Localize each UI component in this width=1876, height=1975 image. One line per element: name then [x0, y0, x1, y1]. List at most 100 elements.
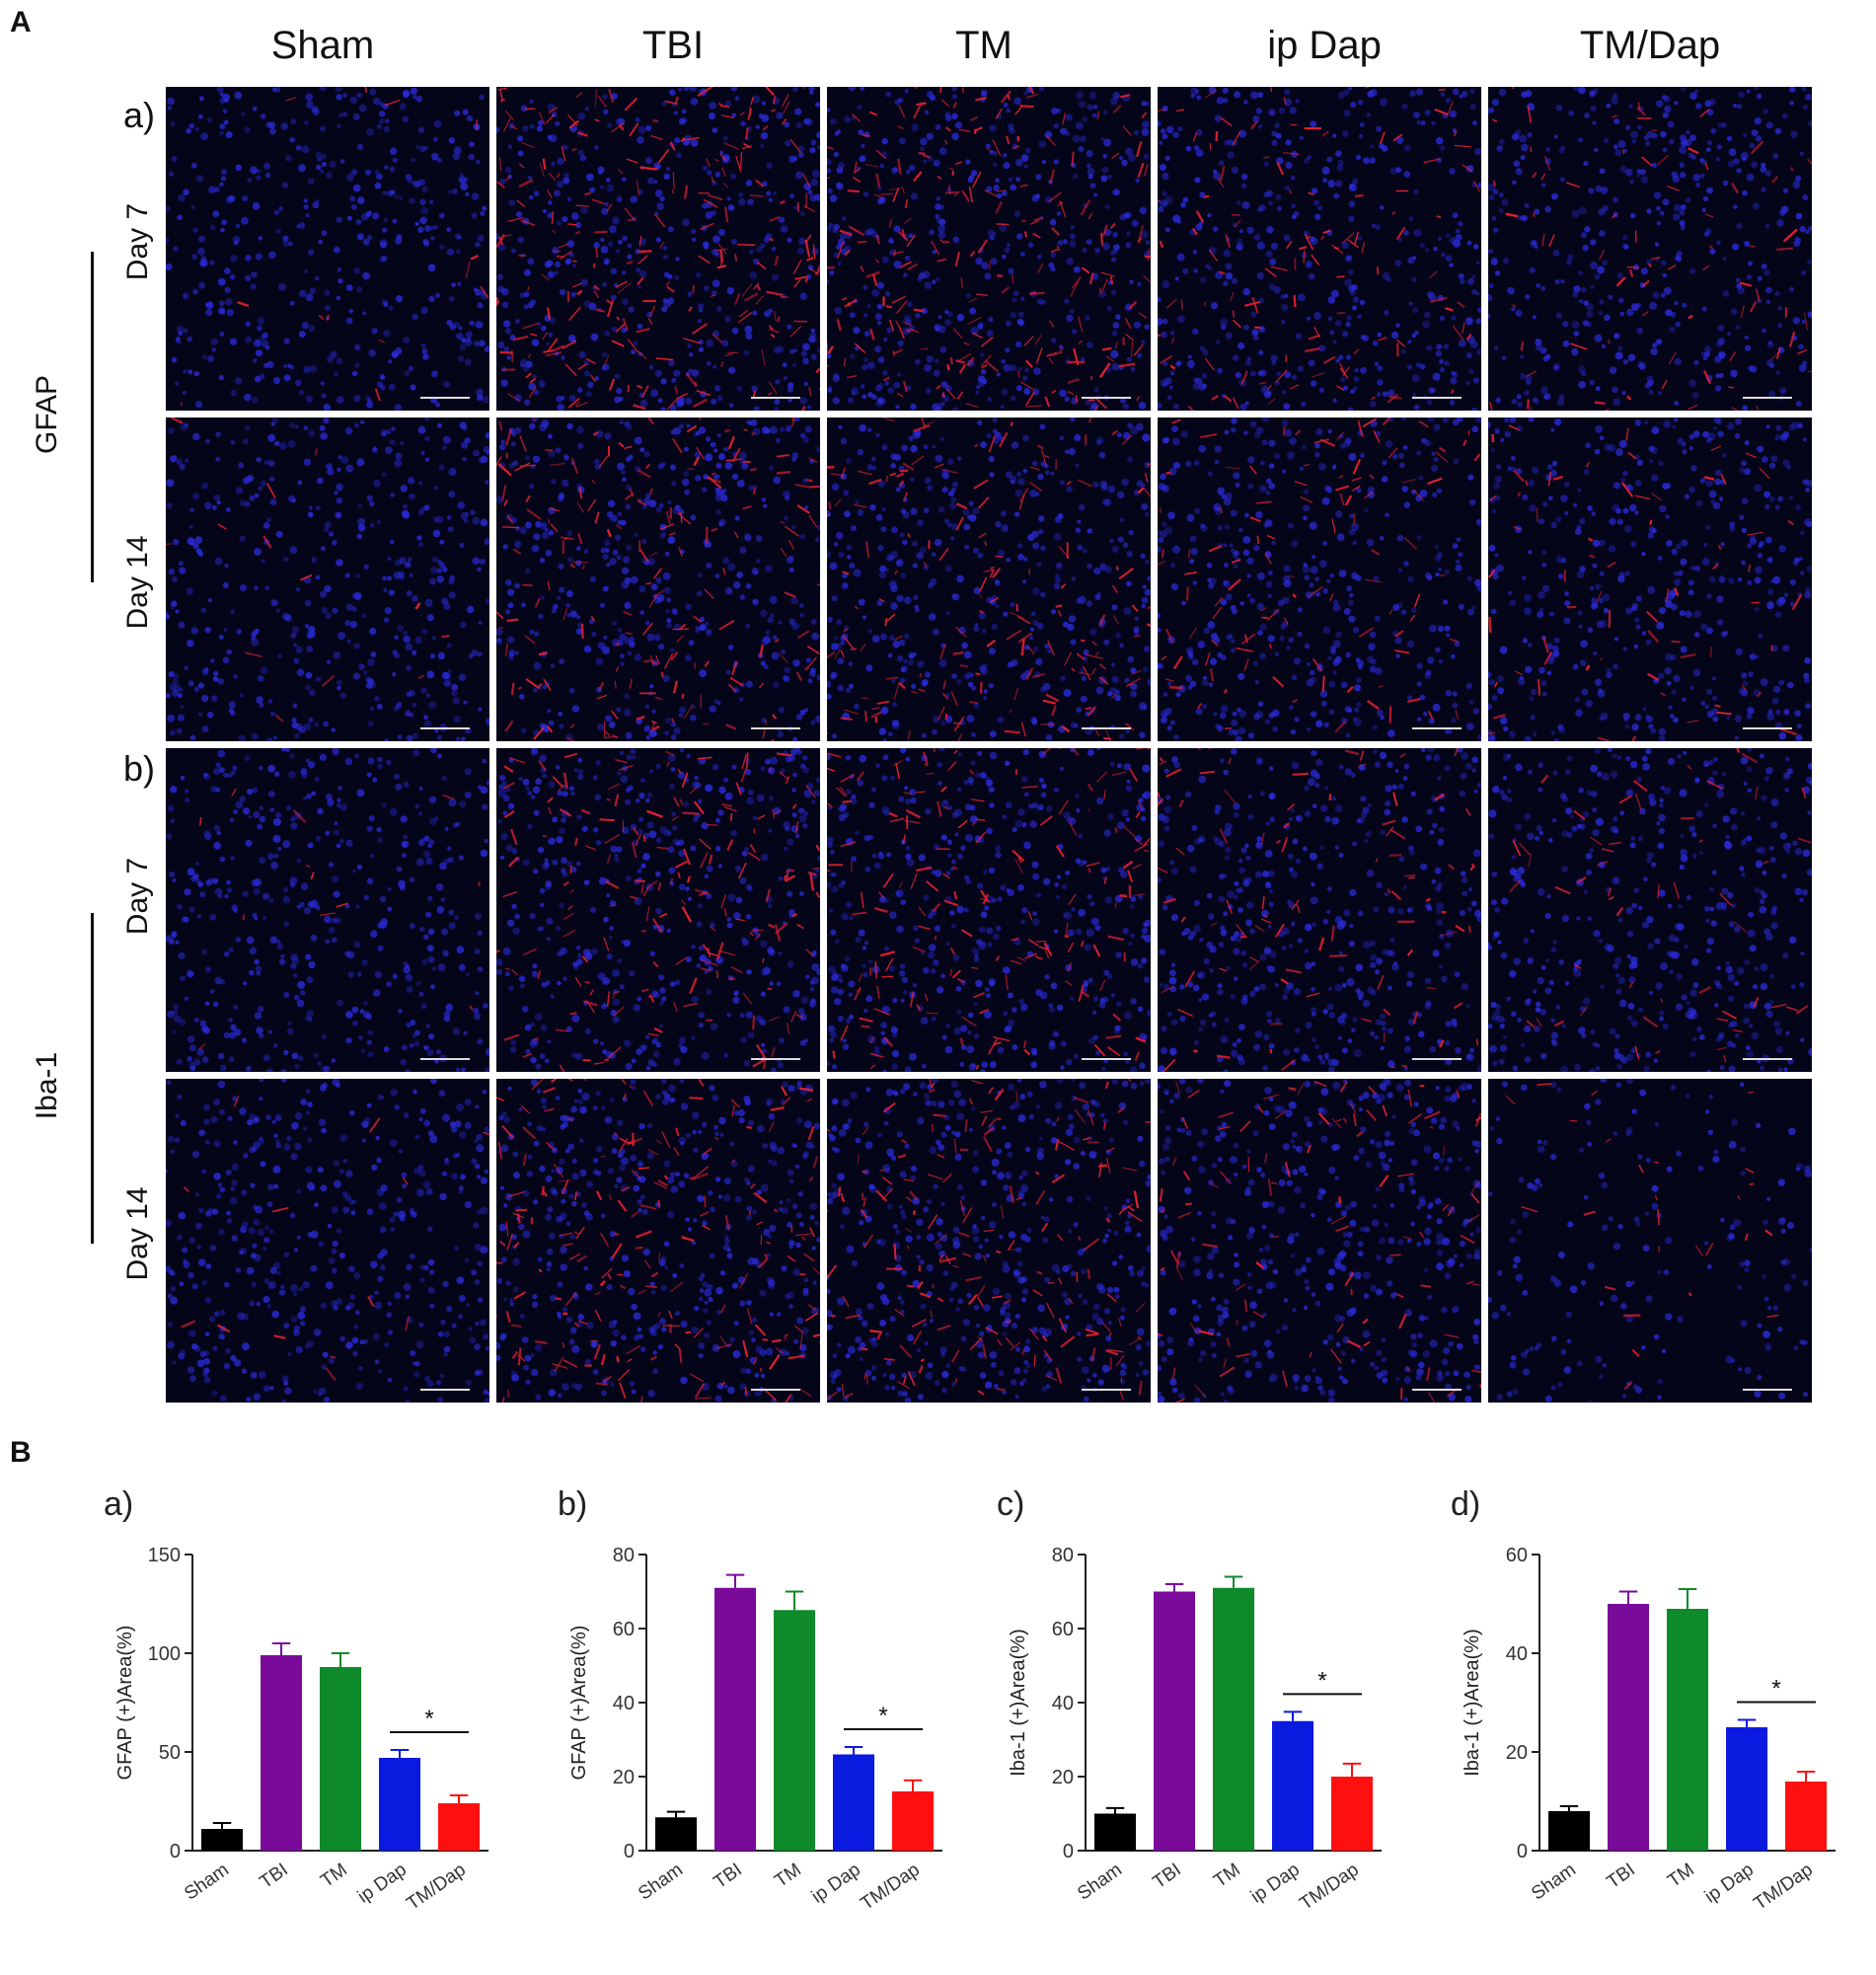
micrograph-tile [1488, 1079, 1812, 1403]
row-label-gfap-day14: Day 14 [121, 535, 154, 630]
micrograph-tile [827, 748, 1151, 1072]
micrograph-tile [496, 87, 820, 411]
x-tick-label: ip Dap [1701, 1860, 1758, 1908]
x-tick-label: TM/Dap [857, 1860, 923, 1915]
scale-bar [1082, 397, 1131, 405]
bar-tbi [714, 1587, 756, 1851]
micrograph-tile [496, 418, 820, 741]
micrograph-tile [827, 418, 1151, 741]
scale-bar [1743, 727, 1792, 735]
y-tick-label: 40 [613, 1693, 635, 1714]
gfap-bracket-line [91, 252, 94, 582]
panel-A-letter: A [10, 6, 32, 38]
x-tick-label: ip Dap [1247, 1860, 1304, 1908]
x-tick-label: TM [1664, 1860, 1698, 1892]
y-tick-label: 0 [624, 1841, 635, 1862]
x-tick-label: TBI [1150, 1860, 1185, 1893]
significance-label: * [424, 1706, 433, 1732]
bar-tbi [261, 1655, 302, 1851]
scale-bar [1412, 397, 1462, 405]
scale-bar [420, 727, 470, 735]
micrograph-tile [166, 87, 489, 411]
y-tick-label: 0 [1063, 1841, 1074, 1862]
row-label-gfap-day7: Day 7 [121, 202, 154, 281]
micrograph-tile [827, 87, 1151, 411]
bar-tm [1213, 1587, 1254, 1851]
bar-chart-2: b) 0 20 40 60 80 GFAP (+)Area(%) Sham TBI TM ip Da… [548, 1476, 982, 1974]
row-label-iba1-day7: Day 7 [121, 857, 154, 936]
micrograph-tile [1488, 418, 1812, 741]
column-label-ip-dap: ip Dap [1267, 24, 1382, 67]
micrograph-tile [827, 1079, 1151, 1403]
column-label-tm: TM [955, 24, 1013, 67]
x-tick-label: TBI [1604, 1860, 1639, 1893]
x-tick-label: Sham [1074, 1860, 1126, 1905]
y-tick-label: 20 [1506, 1742, 1528, 1764]
y-tick-label: 80 [613, 1545, 635, 1566]
x-tick-label: ip Dap [354, 1860, 411, 1908]
bar-tm-dap [892, 1791, 934, 1851]
x-tick-label: ip Dap [808, 1860, 864, 1908]
x-tick-label: TBI [257, 1860, 292, 1893]
micrograph-tile [166, 748, 489, 1072]
y-tick-label: 0 [1517, 1841, 1528, 1862]
micrograph-tile [1488, 87, 1812, 411]
bar-chart-1: a) 0 50 100 150 GFAP (+)Area(%) Sham TBI TM ip Da… [94, 1476, 528, 1974]
bar-chart-3: c) 0 20 40 60 80 Iba-1 (+)Area(%) Sham TBI TM ip D… [987, 1476, 1421, 1974]
bar-tbi [1608, 1604, 1649, 1851]
chart-panel-letter: b) [558, 1485, 587, 1523]
scale-bar [751, 1389, 800, 1397]
bar-tm-dap [438, 1803, 480, 1851]
column-label-sham: Sham [270, 24, 375, 67]
micrograph-tile [496, 748, 820, 1072]
panel-B-letter: B [10, 1436, 32, 1469]
scale-bar [1412, 1389, 1462, 1397]
micrograph-tile [1158, 87, 1481, 411]
y-tick-label: 20 [1052, 1767, 1074, 1788]
y-tick-label: 40 [1052, 1693, 1074, 1714]
micrograph-tile [1158, 748, 1481, 1072]
bar-ip-dap [833, 1754, 874, 1851]
x-tick-label: Sham [1528, 1860, 1580, 1905]
scale-bar [1082, 1058, 1131, 1066]
bar-ip-dap [379, 1758, 420, 1851]
micrograph-tile [166, 418, 489, 741]
y-tick-label: 50 [159, 1742, 181, 1764]
bar-tm-dap [1331, 1777, 1373, 1851]
x-tick-label: TM/Dap [403, 1860, 469, 1915]
chart-panel-letter: c) [997, 1485, 1024, 1523]
iba1-bracket-line [91, 913, 94, 1244]
bar-sham [655, 1817, 697, 1851]
section-letter-iba1: b) [123, 748, 156, 789]
bar-tbi [1154, 1591, 1195, 1851]
bar-sham [1548, 1811, 1590, 1851]
scale-bar [1082, 727, 1131, 735]
stain-label-iba1: Iba-1 [31, 1051, 63, 1120]
y-tick-label: 60 [1506, 1545, 1528, 1566]
y-axis-label: GFAP (+)Area(%) [568, 1626, 590, 1781]
scale-bar [1743, 1058, 1792, 1066]
y-tick-label: 60 [1052, 1619, 1074, 1640]
x-tick-label: TM/Dap [1750, 1860, 1816, 1915]
column-label-tm-dap: TM/Dap [1579, 24, 1721, 67]
bar-ip-dap [1726, 1727, 1767, 1851]
x-tick-label: Sham [181, 1860, 233, 1905]
bar-tm-dap [1785, 1782, 1827, 1851]
bar-tm [774, 1610, 815, 1851]
scale-bar [1082, 1389, 1131, 1397]
y-tick-label: 150 [148, 1545, 181, 1566]
scale-bar [1412, 727, 1462, 735]
bar-tm [1667, 1609, 1708, 1851]
y-tick-label: 60 [613, 1619, 635, 1640]
x-tick-label: TM [1210, 1860, 1244, 1892]
y-tick-label: 20 [613, 1767, 635, 1788]
scale-bar [751, 1058, 800, 1066]
x-tick-label: TM/Dap [1296, 1860, 1362, 1915]
bar-sham [201, 1829, 243, 1851]
micrograph-tile [1488, 748, 1812, 1072]
significance-label: * [1771, 1676, 1780, 1703]
micrograph-tile [1158, 418, 1481, 741]
scale-bar [1743, 397, 1792, 405]
y-tick-label: 80 [1052, 1545, 1074, 1566]
bar-tm [320, 1667, 361, 1851]
